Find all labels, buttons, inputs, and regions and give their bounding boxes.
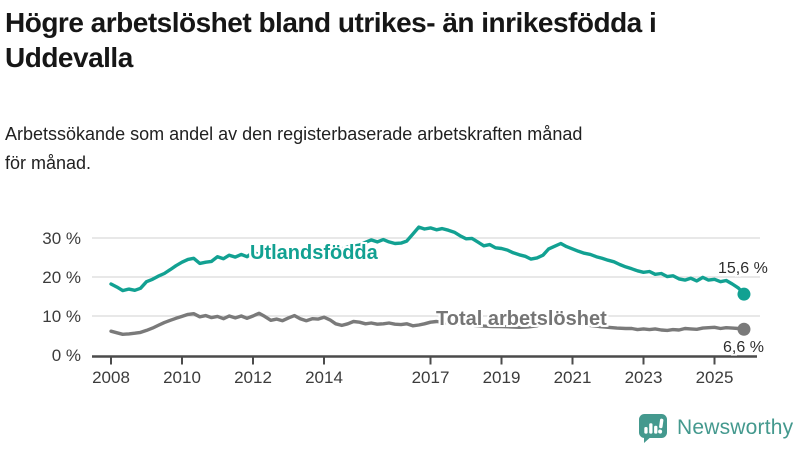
newsworthy-bubble-chart-icon — [639, 414, 667, 443]
x-tick-label: 2021 — [553, 368, 592, 387]
newsworthy-wordmark: Newsworthy — [677, 416, 794, 439]
y-tick-label: 30 % — [42, 229, 81, 248]
y-tick-label: 0 % — [51, 346, 81, 365]
x-tick-label: 2025 — [695, 368, 734, 387]
x-tick-label: 2019 — [482, 368, 521, 387]
series-label-utlandsfodda: Utlandsfödda — [250, 242, 378, 264]
x-tick-label: 2010 — [163, 368, 201, 387]
x-tick-label: 2008 — [92, 368, 130, 387]
series-end-dot-2 — [737, 322, 751, 336]
x-tick-label: 2014 — [305, 368, 343, 387]
series-line-2 — [109, 311, 746, 336]
series-end-dot-1 — [737, 287, 751, 301]
x-tick-label: 2023 — [624, 368, 663, 387]
y-tick-label: 20 % — [42, 268, 81, 287]
newsworthy-logo: Newsworthy — [638, 413, 793, 443]
y-tick-label: 10 % — [42, 307, 81, 326]
series-label-total-arbetsloshet: Total arbetslöshet — [436, 308, 607, 330]
page-title: Högre arbetslöshet bland utrikes- än inr… — [5, 5, 795, 75]
x-tick-label: 2012 — [234, 368, 272, 387]
series-line-1 — [109, 225, 746, 296]
title-line-1: Högre arbetslöshet bland utrikes- än inr… — [5, 7, 657, 38]
subtitle-line-1: Arbetssökande som andel av den registerb… — [5, 124, 583, 144]
end-value-label-total: 6,6 % — [723, 339, 764, 356]
chart-subtitle: Arbetssökande som andel av den registerb… — [5, 120, 795, 179]
title-line-2: Uddevalla — [5, 42, 133, 73]
end-value-label-utlandsfodda: 15,6 % — [718, 260, 768, 277]
x-tick-label: 2017 — [411, 368, 450, 387]
subtitle-line-2: för månad. — [5, 153, 92, 174]
